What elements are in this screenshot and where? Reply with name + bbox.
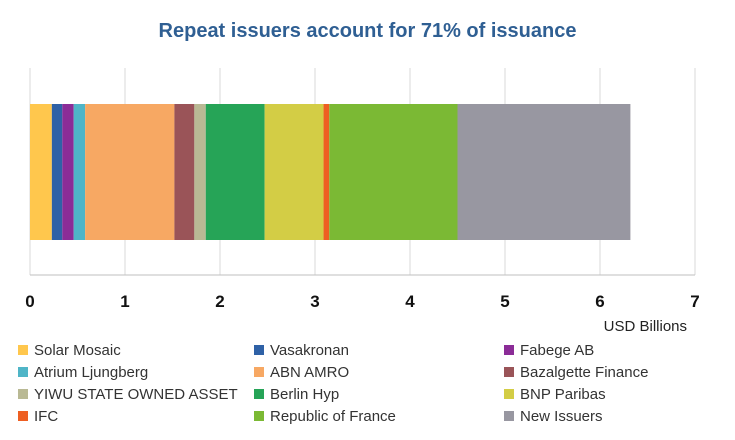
x-tick-label-5: 5 <box>500 292 509 311</box>
bar-segment-bnp-paribas <box>264 104 324 240</box>
legend-swatch <box>18 367 28 377</box>
legend-label: Vasakronan <box>270 341 349 359</box>
legend-swatch <box>254 367 264 377</box>
bar-segment-yiwu-state-owned-asset <box>194 104 206 240</box>
bar-segment-vasakronan <box>51 104 63 240</box>
legend-label: Solar Mosaic <box>34 341 121 359</box>
legend-swatch <box>18 345 28 355</box>
bar-segment-bazalgette-finance <box>174 104 195 240</box>
bar-segment-new-issuers <box>457 104 631 240</box>
legend-label: BNP Paribas <box>520 385 606 403</box>
tick-layer: 0 1 2 3 4 5 6 7 <box>25 292 699 311</box>
legend-item: Solar Mosaic <box>18 340 121 360</box>
legend-label: Bazalgette Finance <box>520 363 649 381</box>
legend-label: Republic of France <box>270 407 396 425</box>
legend-item: ABN AMRO <box>254 362 349 382</box>
legend-item: Fabege AB <box>504 340 594 360</box>
legend-item: YIWU STATE OWNED ASSET <box>18 384 238 404</box>
legend-swatch <box>18 389 28 399</box>
legend-swatch <box>504 389 514 399</box>
legend-swatch <box>504 345 514 355</box>
bar-segment-republic-of-france <box>329 104 458 240</box>
chart-title: Repeat issuers account for 71% of issuan… <box>158 20 577 42</box>
legend-swatch <box>254 389 264 399</box>
legend-label: YIWU STATE OWNED ASSET <box>34 385 238 403</box>
x-tick-label-0: 0 <box>25 292 34 311</box>
bar-segment-fabege-ab <box>62 104 74 240</box>
legend-item: Berlin Hyp <box>254 384 339 404</box>
x-tick-label-7: 7 <box>690 292 699 311</box>
x-tick-label-6: 6 <box>595 292 604 311</box>
legend-label: Atrium Ljungberg <box>34 363 149 381</box>
legend-swatch <box>504 367 514 377</box>
legend-item: IFC <box>18 406 58 426</box>
legend-swatch <box>254 345 264 355</box>
legend-swatch <box>18 411 28 421</box>
x-tick-label-3: 3 <box>310 292 319 311</box>
legend-item: Republic of France <box>254 406 396 426</box>
legend-item: Atrium Ljungberg <box>18 362 148 382</box>
legend-swatch <box>254 411 264 421</box>
bar-segment-solar-mosaic <box>30 104 52 240</box>
x-axis-label: USD Billions <box>603 318 687 335</box>
x-tick-label-1: 1 <box>120 292 129 311</box>
bar-layer <box>30 104 631 240</box>
legend-item: Bazalgette Finance <box>504 362 648 382</box>
legend-label: Berlin Hyp <box>270 385 340 403</box>
legend-item: Vasakronan <box>254 340 349 360</box>
bar-segment-berlin-hyp <box>205 104 265 240</box>
legend-label: ABN AMRO <box>270 363 350 381</box>
legend-label: New Issuers <box>520 407 603 425</box>
bar-segment-abn-amro <box>85 104 175 240</box>
x-tick-label-2: 2 <box>215 292 224 311</box>
bar-segment-atrium-ljungberg <box>73 104 86 240</box>
legend-label: Fabege AB <box>520 341 595 359</box>
bar-segment-ifc <box>323 104 330 240</box>
legend-swatch <box>504 411 514 421</box>
legend-label: IFC <box>34 407 59 425</box>
legend-item: New Issuers <box>504 406 603 426</box>
legend-item: BNP Paribas <box>504 384 606 404</box>
x-tick-label-4: 4 <box>405 292 415 311</box>
